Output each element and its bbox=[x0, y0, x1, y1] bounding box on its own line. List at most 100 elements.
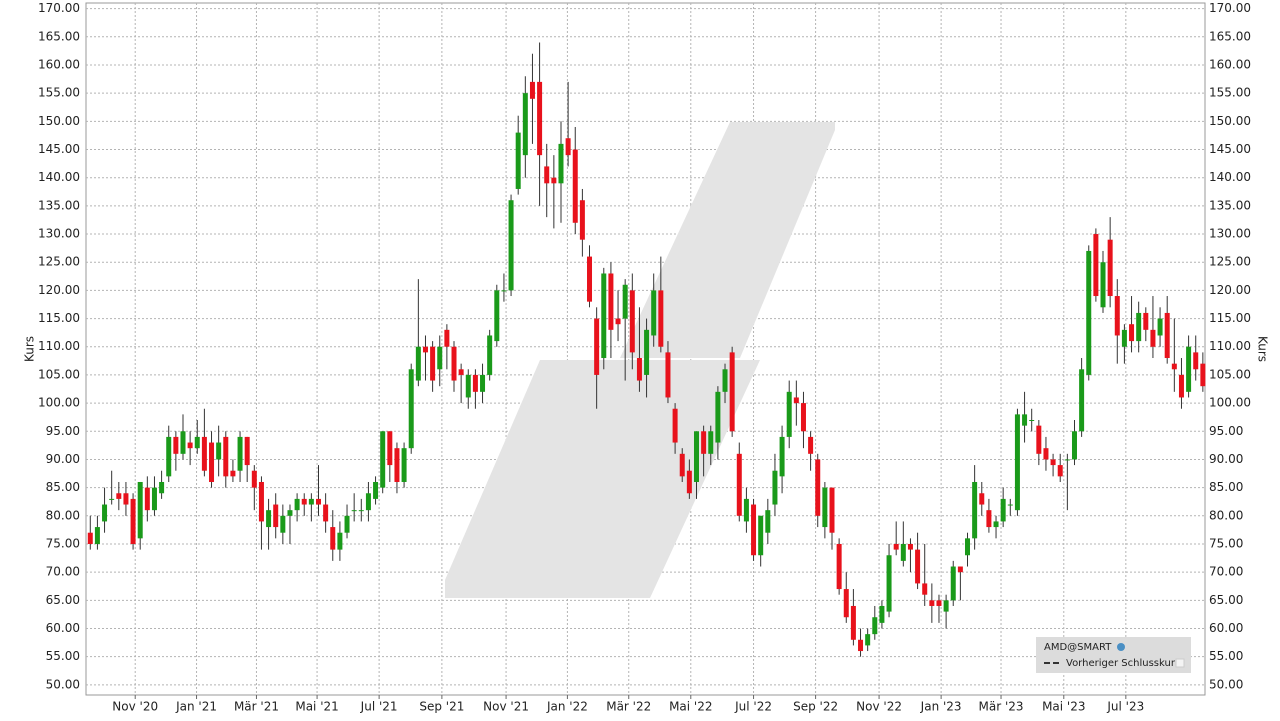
candle-body bbox=[879, 605, 885, 623]
candle-body bbox=[1121, 329, 1127, 347]
y2-tick-label: 170.00 bbox=[1209, 1, 1251, 15]
y2-tick-label: 110.00 bbox=[1209, 339, 1251, 353]
legend-checkbox[interactable] bbox=[1175, 658, 1185, 668]
y-tick-label: 160.00 bbox=[38, 57, 80, 71]
y2-tick-label: 70.00 bbox=[1209, 565, 1243, 579]
legend-entry: AMD@SMART bbox=[1044, 642, 1112, 653]
candle-body bbox=[266, 510, 272, 528]
candle-body bbox=[194, 436, 200, 449]
candle-body bbox=[430, 346, 436, 381]
x-tick-label: Jul '21 bbox=[360, 700, 398, 714]
candle-body bbox=[936, 600, 942, 606]
candle-body bbox=[1043, 448, 1049, 460]
candle-body bbox=[380, 431, 386, 488]
candle-body bbox=[487, 335, 493, 375]
candle-body bbox=[972, 481, 978, 539]
y-tick-label: 170.00 bbox=[38, 1, 80, 15]
candle-body bbox=[693, 431, 699, 482]
candle-body bbox=[494, 290, 500, 342]
candle-body bbox=[915, 549, 921, 584]
y2-tick-label: 50.00 bbox=[1209, 677, 1243, 691]
candle-body bbox=[843, 589, 849, 618]
candle-body bbox=[373, 481, 379, 499]
candle-body bbox=[629, 290, 635, 353]
x-tick-label: Jul '22 bbox=[734, 700, 772, 714]
candle-body bbox=[330, 527, 336, 550]
y-tick-label: 135.00 bbox=[38, 198, 80, 212]
candle-body bbox=[551, 177, 557, 184]
x-tick-label: Nov '20 bbox=[112, 700, 158, 714]
candle-body bbox=[608, 273, 614, 330]
y2-tick-label: 135.00 bbox=[1209, 198, 1251, 212]
candle-body bbox=[180, 431, 186, 454]
candle-body bbox=[965, 538, 971, 556]
x-tick-label: Mär '22 bbox=[606, 700, 651, 714]
candle-body bbox=[166, 436, 172, 477]
y2-tick-label: 140.00 bbox=[1209, 170, 1251, 184]
candle-body bbox=[672, 408, 678, 443]
candle-body bbox=[151, 487, 157, 511]
y2-tick-label: 160.00 bbox=[1209, 57, 1251, 71]
candle-body bbox=[858, 639, 864, 652]
x-tick-label: Mai '23 bbox=[1042, 700, 1085, 714]
y-tick-label: 75.00 bbox=[46, 536, 80, 550]
candle-body bbox=[979, 493, 985, 505]
candle-body bbox=[123, 493, 129, 505]
candle-body bbox=[900, 543, 906, 561]
y2-tick-label: 130.00 bbox=[1209, 227, 1251, 241]
candle-body bbox=[323, 504, 329, 522]
candle-body bbox=[1186, 346, 1192, 392]
y-tick-label: 140.00 bbox=[38, 170, 80, 184]
y-tick-label: 80.00 bbox=[46, 508, 80, 522]
candle-body bbox=[829, 487, 835, 533]
y-tick-label: 165.00 bbox=[38, 29, 80, 43]
candle-body bbox=[1093, 234, 1099, 297]
candle-body bbox=[893, 543, 899, 550]
candle-body bbox=[301, 498, 307, 505]
candle-body bbox=[1036, 425, 1042, 454]
candle-body bbox=[1064, 459, 1070, 461]
candle-body bbox=[137, 481, 143, 539]
candle-body bbox=[644, 329, 650, 375]
candle-body bbox=[865, 634, 871, 646]
candle-body bbox=[957, 566, 963, 573]
candle-body bbox=[408, 369, 414, 449]
candle-body bbox=[1193, 352, 1199, 370]
y2-tick-label: 100.00 bbox=[1209, 396, 1251, 410]
watermark bbox=[445, 122, 835, 598]
x-tick-label: Jul '23 bbox=[1106, 700, 1144, 714]
y-tick-label: 90.00 bbox=[46, 452, 80, 466]
candle-body bbox=[351, 510, 357, 512]
candle-body bbox=[850, 605, 856, 640]
candle-body bbox=[665, 352, 671, 398]
y2-tick-label: 80.00 bbox=[1209, 508, 1243, 522]
y-tick-label: 105.00 bbox=[38, 367, 80, 381]
candle-body bbox=[743, 498, 749, 522]
candle-body bbox=[394, 448, 400, 482]
y2-axis-label: Kurs bbox=[1256, 336, 1270, 362]
y-tick-label: 115.00 bbox=[38, 311, 80, 325]
candle-body bbox=[1129, 324, 1135, 342]
legend: AMD@SMART Vorheriger Schlusskurs bbox=[1036, 637, 1191, 673]
y-tick-label: 145.00 bbox=[38, 142, 80, 156]
candle-body bbox=[1136, 312, 1142, 342]
candle-body bbox=[387, 431, 393, 466]
candle-body bbox=[765, 510, 771, 533]
candle-body bbox=[287, 510, 293, 516]
y-tick-label: 130.00 bbox=[38, 227, 80, 241]
candle-body bbox=[515, 132, 521, 189]
candle-body bbox=[1143, 312, 1149, 330]
candle-body bbox=[751, 504, 757, 556]
grid bbox=[86, 3, 1205, 695]
y-tick-label: 125.00 bbox=[38, 255, 80, 269]
candle-body bbox=[943, 600, 949, 612]
candle-body bbox=[130, 498, 136, 544]
candle-body bbox=[736, 453, 742, 516]
candle-body bbox=[159, 481, 165, 494]
y-tick-label: 100.00 bbox=[38, 396, 80, 410]
candle-body bbox=[365, 493, 371, 511]
y2-tick-label: 145.00 bbox=[1209, 142, 1251, 156]
candle-body bbox=[508, 200, 514, 291]
candle-body bbox=[544, 166, 550, 184]
